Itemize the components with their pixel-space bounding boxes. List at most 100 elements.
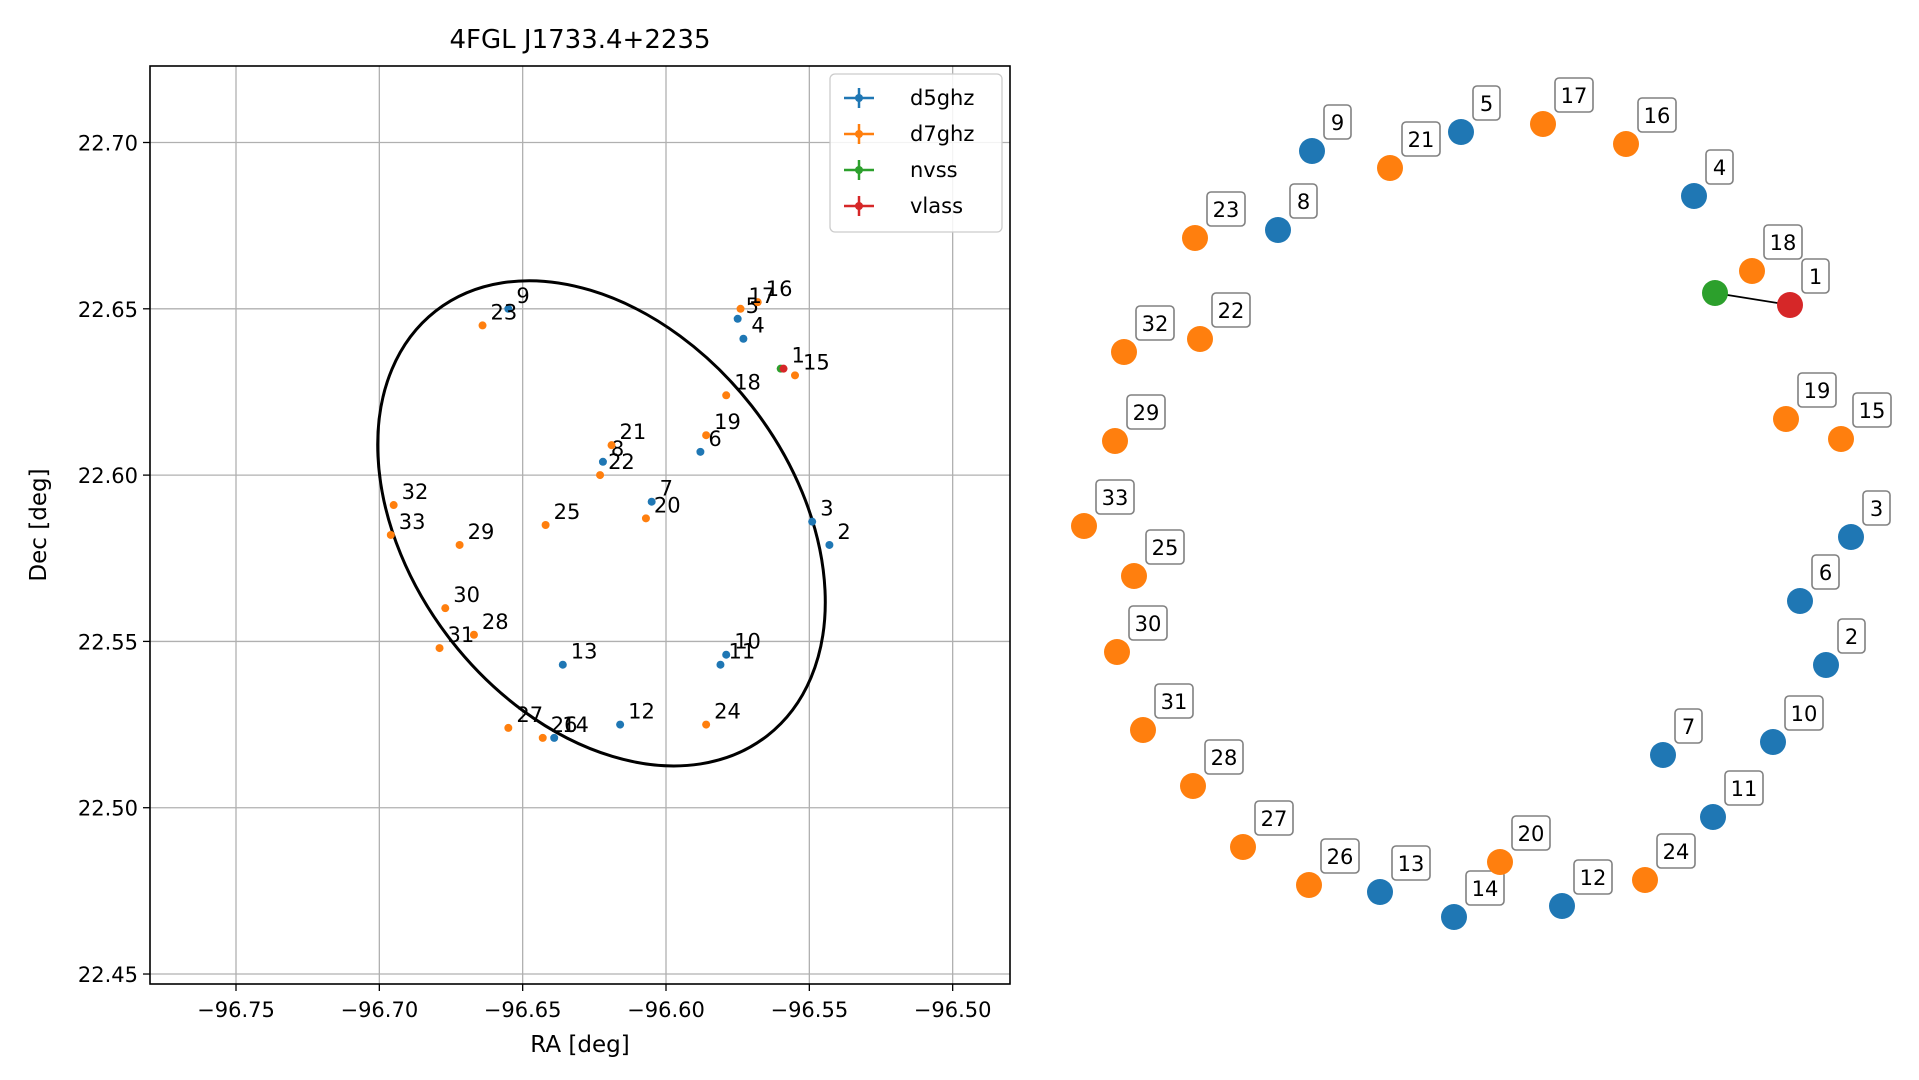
point-d7ghz — [596, 471, 605, 480]
network-node-label-box — [1289, 183, 1318, 219]
y-tick-label: 22.60 — [78, 464, 138, 488]
y-tick-label: 22.65 — [78, 298, 138, 322]
network-node-label-box — [1126, 394, 1166, 430]
network-node-label: 6 — [1819, 561, 1832, 585]
network-node-label: 10 — [1791, 702, 1818, 726]
network-node: 14 — [1441, 870, 1505, 930]
point-d7ghz — [504, 723, 513, 732]
network-node-label: 25 — [1152, 536, 1179, 560]
network-node-label-box — [1465, 870, 1505, 906]
point-d5ghz — [696, 447, 705, 456]
network-node-label: 18 — [1770, 231, 1797, 255]
point-label: 12 — [628, 700, 655, 724]
x-tick-label: −96.75 — [197, 998, 275, 1022]
network-node-label-box — [1154, 683, 1194, 719]
network-node-label: 29 — [1133, 401, 1160, 425]
point-label: 6 — [708, 427, 721, 451]
network-node-circle — [1367, 879, 1393, 905]
network-node-label: 2 — [1845, 625, 1858, 649]
network-node-circle — [1180, 773, 1206, 799]
point-label: 18 — [734, 370, 761, 394]
network-node-label: 1 — [1809, 265, 1822, 289]
point-d5ghz — [716, 660, 725, 669]
network-node-circle — [1299, 138, 1325, 164]
network-node-label: 14 — [1472, 877, 1499, 901]
x-tick-label: −96.65 — [484, 998, 562, 1022]
network-node: 16 — [1613, 97, 1677, 157]
legend-marker-dot — [855, 130, 863, 138]
network-node: 33 — [1071, 479, 1135, 539]
y-tick-label: 22.55 — [78, 630, 138, 654]
network-node-label: 11 — [1731, 777, 1758, 801]
point-d7ghz — [791, 371, 799, 380]
network-node-label: 31 — [1161, 690, 1188, 714]
network-node-label-box — [1554, 77, 1594, 113]
point-label: 7 — [660, 477, 673, 501]
network-node: 11 — [1700, 770, 1764, 830]
network-node-label: 19 — [1804, 379, 1831, 403]
point-label: 11 — [728, 640, 755, 664]
network-node: 12 — [1549, 859, 1613, 919]
point-label: 22 — [608, 450, 635, 474]
point-d7ghz — [469, 630, 478, 639]
point-label: 4 — [751, 314, 764, 338]
point-d5ghz — [647, 497, 656, 506]
network-node-circle — [1130, 717, 1156, 743]
legend-marker-dot — [855, 94, 863, 102]
x-axis-ticks: −96.75 −96.70 −96.65 −96.60 −96.55 −96.50 — [197, 984, 992, 1022]
network-node-circle — [1487, 849, 1513, 875]
network-node-label-box — [1797, 372, 1837, 408]
network-node-label: 5 — [1480, 92, 1493, 116]
localization-ellipse — [376, 279, 827, 768]
point-label: 24 — [714, 700, 741, 724]
point-d5ghz — [558, 660, 567, 669]
network-node-label-box — [1323, 104, 1352, 140]
network-panel: 1234567891011121314151617181920212223242… — [1071, 77, 1892, 930]
point-d5ghz — [722, 650, 731, 659]
network-node: 31 — [1130, 683, 1194, 743]
point-label: 26 — [551, 713, 578, 737]
point-d7ghz — [389, 501, 398, 510]
network-node-label-box — [1852, 392, 1892, 428]
network-node-label-box — [1135, 305, 1175, 341]
network-node-label-box — [1811, 554, 1840, 590]
network-nodes-layer: 1234567891011121314151617181920212223242… — [1071, 77, 1892, 930]
network-node-circle — [1265, 217, 1291, 243]
network-node-circle — [1448, 119, 1474, 145]
point-label: 27 — [516, 703, 543, 727]
legend-label: vlass — [910, 194, 963, 218]
point-d5ghz — [825, 540, 834, 549]
point-label: 25 — [554, 500, 581, 524]
network-node-label-box — [1204, 739, 1244, 775]
network-node: 18 — [1739, 224, 1803, 284]
network-node-circle — [1111, 339, 1137, 365]
point-label: 14 — [562, 713, 589, 737]
point-d7ghz — [538, 733, 547, 742]
point-label: 32 — [402, 480, 429, 504]
network-node-circle — [1739, 258, 1765, 284]
network-node-circle — [1813, 652, 1839, 678]
network-node-circle — [1760, 729, 1786, 755]
network-node-circle — [1702, 280, 1728, 306]
point-label: 15 — [803, 350, 830, 374]
network-node-label-box — [1674, 708, 1703, 744]
network-node-label: 12 — [1580, 866, 1607, 890]
point-d7ghz — [455, 540, 464, 549]
network-node: 9 — [1299, 104, 1352, 164]
network-node: 15 — [1828, 392, 1892, 452]
point-d7ghz — [541, 521, 550, 529]
point-d5ghz — [733, 314, 742, 323]
network-node-circle — [1681, 183, 1707, 209]
y-tick-label: 22.50 — [78, 797, 138, 821]
network-node-label-box — [1705, 149, 1734, 185]
point-label: 21 — [620, 420, 647, 444]
point-d5ghz — [550, 733, 559, 742]
x-tick-label: −96.60 — [627, 998, 705, 1022]
network-node: 23 — [1182, 191, 1246, 251]
network-node-circle — [1121, 563, 1147, 589]
point-label: 17 — [749, 284, 776, 308]
point-d7ghz — [386, 530, 395, 539]
network-node-label: 15 — [1859, 399, 1886, 423]
network-node: 32 — [1111, 305, 1175, 365]
network-node-label: 8 — [1297, 190, 1310, 214]
